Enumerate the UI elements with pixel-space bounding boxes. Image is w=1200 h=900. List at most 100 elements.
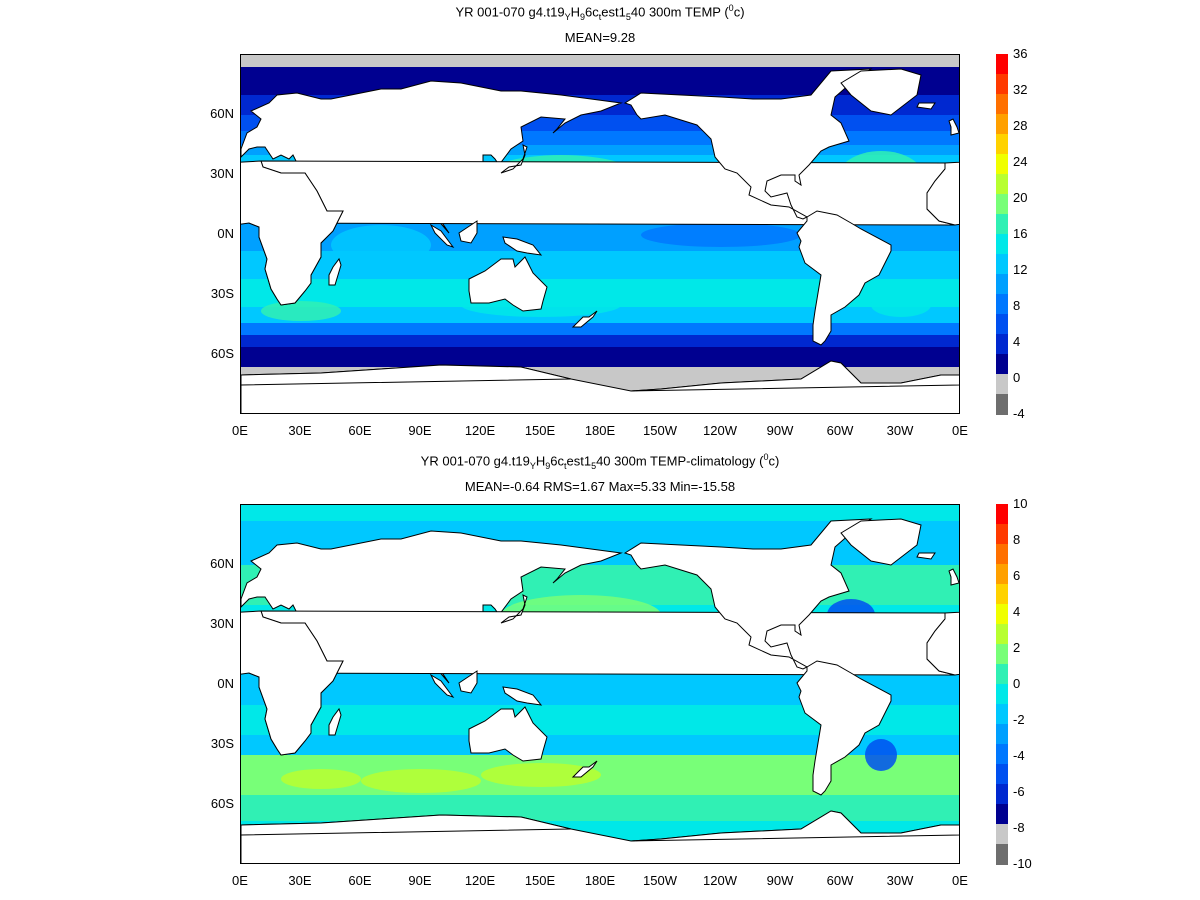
x-tick-label: 90W xyxy=(766,423,794,438)
x-tick-label: 120E xyxy=(464,873,496,888)
landmass-antarctica-wrap xyxy=(241,364,572,413)
x-tick-label: 0E xyxy=(232,423,248,438)
colorbar-label: 32 xyxy=(1013,82,1028,97)
colorbar-label: 0 xyxy=(1013,676,1021,691)
colorbar-segment xyxy=(996,644,1008,665)
x-tick-label: 120E xyxy=(464,423,496,438)
field-band xyxy=(241,347,959,367)
field-band xyxy=(241,145,959,155)
field-feature xyxy=(481,763,601,787)
x-tick-label: 0E xyxy=(232,873,248,888)
landmass-africa-wrap2 xyxy=(926,161,959,226)
landmass-namerica xyxy=(623,68,873,220)
y-tick-label: 30S xyxy=(210,286,234,301)
colorbar-segment xyxy=(996,704,1008,725)
colorbar-segment xyxy=(996,194,1008,215)
colorbar-label: -8 xyxy=(1013,820,1025,835)
colorbar-segment xyxy=(996,664,1008,685)
colorbar-segment xyxy=(996,254,1008,275)
landmass-iceland xyxy=(916,102,936,110)
colorbar-segment xyxy=(996,274,1008,295)
landmass-newguinea xyxy=(502,686,543,706)
landmass-newguinea xyxy=(502,236,543,256)
x-tick-label: 150W xyxy=(643,423,677,438)
colorbar-segment xyxy=(996,504,1008,525)
field-band xyxy=(241,735,959,755)
colorbar-segment xyxy=(996,544,1008,565)
chart1-title: YR 001-070 g4.t19YH96ctest1540 300m TEMP… xyxy=(455,3,745,22)
landmass-nz xyxy=(571,310,598,328)
colorbar-segment xyxy=(996,524,1008,545)
colorbar-segment xyxy=(996,74,1008,95)
field-band xyxy=(241,307,959,323)
landmass-madagascar xyxy=(328,707,342,736)
field-feature xyxy=(361,769,481,793)
y-tick-label: 60N xyxy=(210,106,234,121)
x-tick-label: 60W xyxy=(826,873,854,888)
x-tick-label: 30W xyxy=(886,873,914,888)
colorbar-segment xyxy=(996,584,1008,605)
colorbar-label: 12 xyxy=(1013,262,1028,277)
landmass-greenland xyxy=(840,68,922,116)
y-tick-label: 60N xyxy=(210,556,234,571)
y-tick-label: 30N xyxy=(210,166,234,181)
landmass-greenland xyxy=(840,518,922,566)
colorbar-segment xyxy=(996,764,1008,785)
field-band xyxy=(241,323,959,335)
colorbar-segment xyxy=(996,844,1008,865)
y-tick-label: 30S xyxy=(210,736,234,751)
field-feature xyxy=(641,223,801,247)
colorbar-segment xyxy=(996,624,1008,645)
colorbar-segment xyxy=(996,824,1008,845)
x-tick-label: 30E xyxy=(288,873,312,888)
landmass-sumatra xyxy=(429,223,455,248)
landmass-iceland xyxy=(916,552,936,560)
landmass-nz xyxy=(571,760,598,778)
x-tick-label: 120W xyxy=(703,873,737,888)
field-feature xyxy=(865,739,897,771)
chart2-stats: MEAN=-0.64 RMS=1.67 Max=5.33 Min=-15.58 xyxy=(464,479,736,494)
colorbar-label: -4 xyxy=(1013,748,1025,763)
colorbar-label: 10 xyxy=(1013,496,1028,511)
field-band xyxy=(241,335,959,347)
y-tick-label: 0N xyxy=(217,676,234,691)
colorbar-label: -6 xyxy=(1013,784,1025,799)
map-field xyxy=(241,505,959,863)
map-field xyxy=(241,55,959,413)
landmass-antarctica-wrap xyxy=(241,814,572,863)
colorbar-segment xyxy=(996,784,1008,805)
y-tick-label: 30N xyxy=(210,616,234,631)
landmass-japan xyxy=(500,594,528,624)
colorbar-segment xyxy=(996,154,1008,175)
colorbar-segment xyxy=(996,314,1008,335)
field-feature xyxy=(331,225,431,265)
colorbar-label: 16 xyxy=(1013,226,1028,241)
colorbar-segment xyxy=(996,744,1008,765)
landmass-japan xyxy=(500,144,528,174)
colorbar-label: -10 xyxy=(1013,856,1032,871)
colorbar-label: 8 xyxy=(1013,298,1021,313)
field-band xyxy=(241,505,959,521)
x-tick-label: 60E xyxy=(348,873,372,888)
colorbar-label: 20 xyxy=(1013,190,1028,205)
x-tick-label: 150E xyxy=(524,873,556,888)
landmass-africa-wrap xyxy=(241,610,344,756)
colorbar-segment xyxy=(996,294,1008,315)
landmass-namerica xyxy=(623,518,873,670)
chart1-colorbar xyxy=(996,54,1008,415)
chart2-title: YR 001-070 g4.t19YH96ctest1540 300m TEMP… xyxy=(420,452,780,471)
colorbar-label: 8 xyxy=(1013,532,1021,547)
chart2-map xyxy=(240,504,960,864)
colorbar-segment xyxy=(996,724,1008,745)
colorbar-label: 24 xyxy=(1013,154,1028,169)
colorbar-segment xyxy=(996,354,1008,375)
x-tick-label: 150W xyxy=(643,873,677,888)
y-tick-label: 60S xyxy=(210,796,234,811)
colorbar-label: 6 xyxy=(1013,568,1021,583)
colorbar-label: 0 xyxy=(1013,370,1021,385)
chart1-stats: MEAN=9.28 xyxy=(564,30,636,45)
landmass-africa-wrap2 xyxy=(926,611,959,676)
chart1-map xyxy=(240,54,960,414)
x-tick-label: 30E xyxy=(288,423,312,438)
landmass-uk xyxy=(948,568,959,586)
